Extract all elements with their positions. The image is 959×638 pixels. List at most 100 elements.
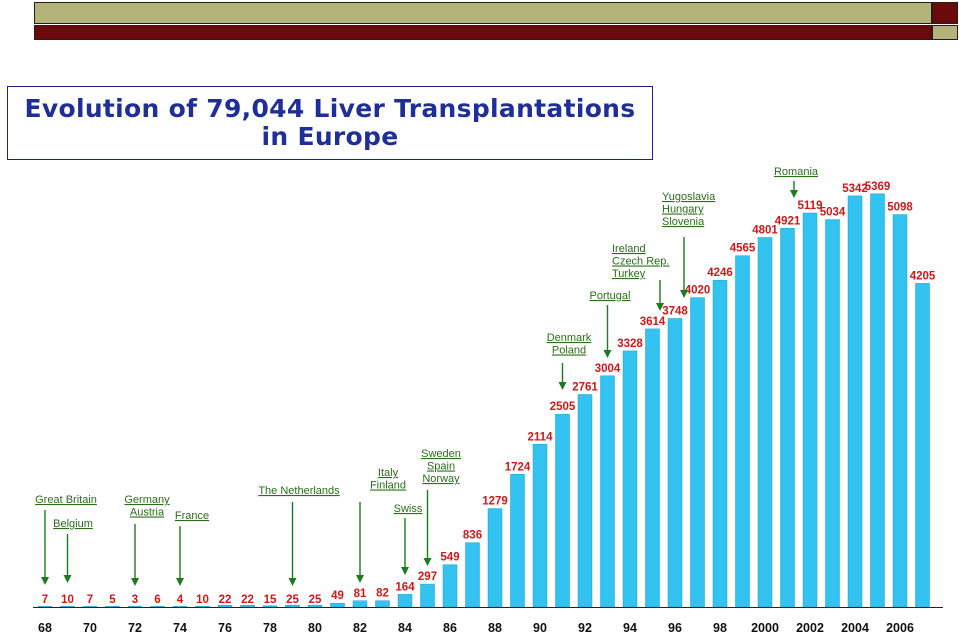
value-label-2002: 5119 [798,200,823,212]
bar-97 [690,297,705,608]
value-label-74: 4 [177,594,184,606]
annotation-denmark-line-2: Poland [552,345,586,357]
x-tick-label-96: 96 [668,621,682,635]
value-label-70: 7 [87,594,93,606]
bar-2001 [780,228,795,608]
value-label-72: 3 [132,594,138,606]
annotation-france-line-1: France [175,510,209,522]
value-label-87: 836 [463,530,482,542]
annotation-arrowhead-ireland [656,303,664,311]
annotation-arrowhead-the-netherlands [288,578,297,586]
decorative-header-band [34,2,958,40]
value-label-90: 2114 [528,431,554,443]
bar-2007 [915,283,930,608]
value-label-84: 164 [395,581,415,593]
annotation-denmark-line-1: Denmark [547,332,592,344]
value-label-89: 1724 [505,461,531,473]
x-tick-label-90: 90 [533,621,547,635]
annotation-arrowhead-germany [131,578,139,586]
x-tick-label-98: 98 [713,621,727,635]
value-label-75: 10 [196,594,209,606]
value-label-94: 3328 [617,338,643,350]
value-label-80: 25 [309,594,322,606]
bar-94 [622,350,638,608]
annotation-arrowhead-great-britain [41,577,49,585]
value-label-88: 1279 [482,496,508,508]
annotation-arrowhead-italy [356,575,364,583]
value-label-2006: 5098 [887,202,913,214]
bar-89 [510,474,525,608]
value-label-93: 3004 [595,363,621,375]
annotation-arrowhead-swiss [401,567,409,575]
bar-71 [105,606,120,608]
x-tick-label-88: 88 [488,621,502,635]
bar-2002 [802,212,818,608]
value-label-81: 49 [331,590,344,602]
bar-2003 [825,219,840,608]
value-label-96: 3748 [662,306,688,318]
header-band-top [34,2,932,24]
value-label-2001: 4921 [775,215,801,227]
value-label-78: 15 [264,594,277,606]
bar-83 [375,600,390,608]
annotation-the-netherlands-line-1: The Netherlands [258,485,340,497]
bar-86 [442,564,458,608]
annotation-sweden-line-2: Spain [427,461,455,473]
annotation-portugal-line-1: Portugal [590,290,631,302]
x-tick-label-70: 70 [83,621,97,635]
value-label-69: 10 [61,594,74,606]
x-tick-label-92: 92 [578,621,592,635]
value-label-76: 22 [219,594,232,606]
annotation-arrowhead-belgium [63,575,72,583]
value-label-73: 6 [154,594,160,606]
value-label-86: 549 [440,552,459,564]
bar-75 [195,605,210,608]
x-tick-label-84: 84 [398,621,412,635]
annotation-yugoslavia-line-2: Hungary [662,204,704,216]
value-label-2003: 5034 [820,207,846,219]
x-tick-label-2000: 2000 [751,621,779,635]
value-label-99: 4565 [730,243,756,255]
value-label-91: 2505 [550,401,576,413]
x-tick-label-94: 94 [623,621,637,635]
value-label-68: 7 [42,594,48,606]
annotation-arrowhead-portugal [603,350,612,358]
chart-title-box: Evolution of 79,044 Liver Transplantatio… [7,86,653,160]
annotation-sweden-line-3: Norway [422,473,460,485]
bar-2005 [870,193,885,608]
annotation-germany-line-2: Austria [130,507,165,519]
header-band-bottom [34,25,932,40]
value-label-83: 82 [376,588,389,600]
x-tick-label-2002: 2002 [796,621,824,635]
bar-85 [420,583,435,608]
annotation-arrowhead-romania [790,190,798,198]
annotation-italy-line-2: Finland [370,480,406,492]
value-label-2005: 5369 [865,181,891,193]
bar-69 [60,605,75,608]
value-label-71: 5 [109,594,116,606]
annotation-great-britain-line-1: Great Britain [35,494,97,506]
annotation-belgium-line-1: Belgium [53,518,93,530]
x-tick-label-74: 74 [173,621,187,635]
annotation-sweden-line-1: Sweden [421,448,461,460]
x-tick-label-2004: 2004 [841,621,869,635]
value-label-85: 297 [418,571,437,583]
header-square-bottom [932,25,958,40]
bar-84 [397,594,413,608]
bar-91 [555,413,570,608]
bar-99 [735,255,750,608]
bar-70 [82,606,98,608]
bar-2004 [847,195,863,608]
value-label-2004: 5342 [842,183,868,195]
x-tick-label-76: 76 [218,621,232,635]
bar-93 [600,375,615,608]
x-tick-label-78: 78 [263,621,277,635]
value-label-2000: 4801 [752,225,778,237]
chart-title-line2: in Europe [261,122,399,151]
annotation-arrowhead-yugoslavia [680,290,688,298]
value-label-2007: 4205 [910,270,936,282]
bar-74 [172,606,188,608]
annotation-ireland-line-2: Czech Rep. [612,256,669,268]
value-label-97: 4020 [685,285,711,297]
